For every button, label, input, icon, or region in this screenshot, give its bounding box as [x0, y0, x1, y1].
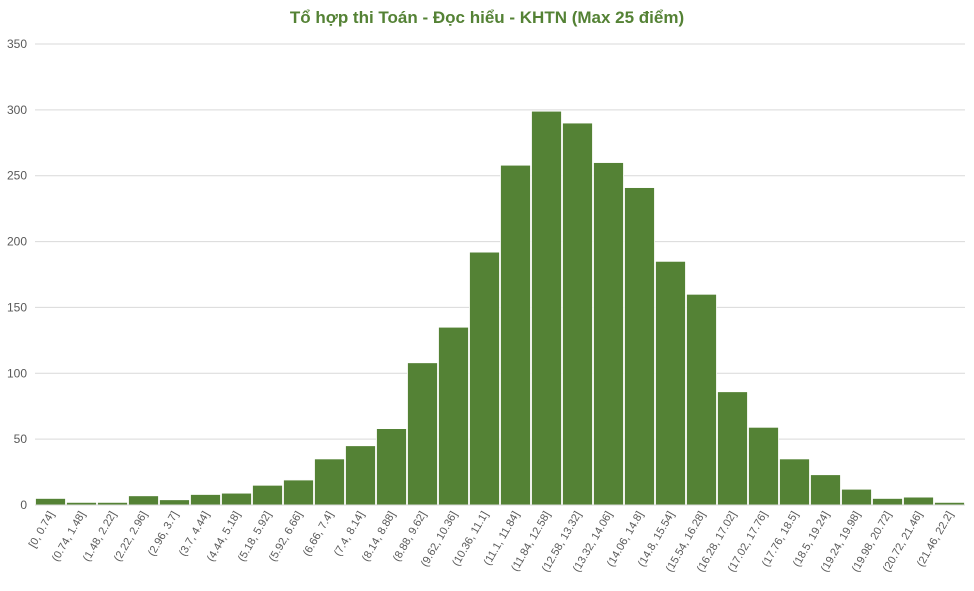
y-axis-ticks: 0 50 100 150 200 250 300 350 — [7, 37, 27, 512]
histogram-bar — [841, 488, 872, 506]
histogram-bar — [128, 495, 159, 506]
histogram-bar — [624, 187, 655, 506]
y-tick-label: 250 — [7, 169, 27, 183]
histogram-bar — [345, 445, 376, 506]
y-tick-label: 50 — [14, 432, 28, 446]
x-tick-label: (3.7, 4.44] — [177, 510, 212, 559]
x-tick-label: (6.66, 7.4] — [301, 510, 336, 559]
histogram-bar — [221, 492, 252, 506]
histogram-bar — [159, 499, 190, 506]
histogram-bar — [407, 362, 438, 506]
histogram-bar — [438, 326, 469, 506]
histogram-bar — [655, 260, 686, 506]
histogram-bar — [252, 484, 283, 506]
histogram-bar — [35, 498, 66, 506]
y-tick-label: 350 — [7, 37, 27, 51]
y-tick-label: 150 — [7, 300, 27, 314]
histogram-bar — [779, 458, 810, 506]
histogram-bar — [872, 498, 903, 506]
gridlines — [35, 43, 965, 440]
histogram-bar — [903, 496, 934, 506]
y-tick-label: 100 — [7, 366, 27, 380]
histogram-bar — [562, 122, 593, 506]
x-axis-ticks: [0, 0.74](0.74, 1.48](1.48, 2.22](2.22, … — [27, 510, 956, 575]
y-tick-label: 200 — [7, 235, 27, 249]
histogram-bar — [748, 426, 779, 506]
bars — [35, 110, 965, 506]
histogram-bar — [593, 162, 624, 506]
x-tick-label: (2.96, 3.7] — [146, 510, 181, 559]
chart-title: Tổ hợp thi Toán - Đọc hiểu - KHTN (Max 2… — [289, 8, 685, 27]
y-tick-label: 300 — [7, 103, 27, 117]
histogram-bar — [376, 428, 407, 506]
x-tick-label: [0, 0.74] — [27, 510, 57, 550]
x-tick-label: (7.4, 8.14] — [332, 510, 367, 559]
histogram-bar — [283, 479, 314, 506]
histogram-bar — [314, 458, 345, 506]
histogram-bar — [469, 251, 500, 506]
histogram-bar — [190, 494, 221, 506]
histogram-bar — [500, 164, 531, 506]
y-tick-label: 0 — [20, 498, 27, 512]
histogram-bar — [531, 110, 562, 506]
histogram-bar — [810, 474, 841, 506]
histogram-bar — [686, 293, 717, 506]
histogram-bar — [717, 391, 748, 506]
